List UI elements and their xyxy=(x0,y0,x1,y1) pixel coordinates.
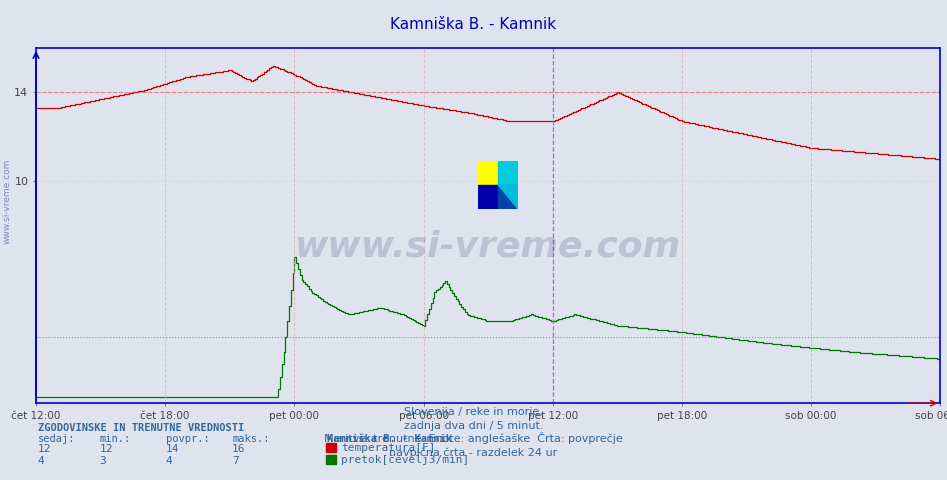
Text: 4: 4 xyxy=(38,456,45,466)
Text: temperatura[F]: temperatura[F] xyxy=(341,443,436,453)
Text: min.:: min.: xyxy=(99,433,131,444)
Text: 16: 16 xyxy=(232,444,245,454)
Text: maks.:: maks.: xyxy=(232,433,270,444)
Text: 3: 3 xyxy=(99,456,106,466)
Text: 4: 4 xyxy=(166,456,172,466)
Text: 7: 7 xyxy=(232,456,239,466)
Text: 14: 14 xyxy=(166,444,179,454)
Text: Kamniška B. - Kamnik: Kamniška B. - Kamnik xyxy=(390,17,557,32)
Text: pretok[čevelj3/min]: pretok[čevelj3/min] xyxy=(341,454,469,465)
Text: Slovenija / reke in morje.: Slovenija / reke in morje. xyxy=(404,407,543,417)
Text: povpr.:: povpr.: xyxy=(166,433,209,444)
Polygon shape xyxy=(498,185,518,209)
Text: ZGODOVINSKE IN TRENUTNE VREDNOSTI: ZGODOVINSKE IN TRENUTNE VREDNOSTI xyxy=(38,422,244,432)
Text: www.si-vreme.com: www.si-vreme.com xyxy=(3,159,12,244)
Text: 12: 12 xyxy=(99,444,113,454)
Bar xyxy=(478,161,498,185)
Polygon shape xyxy=(498,185,518,209)
Text: sedaj:: sedaj: xyxy=(38,433,76,444)
Polygon shape xyxy=(478,185,498,209)
Text: 12: 12 xyxy=(38,444,51,454)
Text: www.si-vreme.com: www.si-vreme.com xyxy=(295,230,681,264)
Text: Kamniška B. - Kamnik: Kamniška B. - Kamnik xyxy=(327,433,452,444)
Text: zadnja dva dni / 5 minut.: zadnja dva dni / 5 minut. xyxy=(403,420,544,431)
Bar xyxy=(498,161,518,185)
Text: navpična črta - razdelek 24 ur: navpična črta - razdelek 24 ur xyxy=(389,447,558,457)
Text: Meritve: trenutne  Enote: anglešaške  Črta: povprečje: Meritve: trenutne Enote: anglešaške Črta… xyxy=(324,432,623,444)
